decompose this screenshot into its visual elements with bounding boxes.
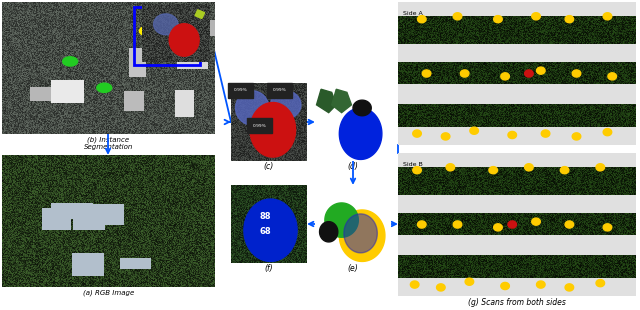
Polygon shape	[603, 129, 612, 136]
Circle shape	[63, 57, 77, 66]
Polygon shape	[417, 16, 426, 23]
Polygon shape	[244, 199, 297, 261]
Polygon shape	[565, 284, 573, 291]
Polygon shape	[525, 164, 533, 171]
Polygon shape	[413, 130, 421, 137]
Polygon shape	[465, 278, 474, 285]
Polygon shape	[236, 91, 269, 125]
Polygon shape	[508, 131, 516, 139]
Polygon shape	[453, 221, 462, 228]
Polygon shape	[470, 127, 479, 134]
Polygon shape	[501, 282, 509, 290]
Polygon shape	[169, 24, 199, 56]
Text: (c): (c)	[264, 162, 274, 171]
Polygon shape	[339, 108, 382, 159]
Polygon shape	[271, 91, 301, 119]
Polygon shape	[339, 210, 385, 261]
Polygon shape	[353, 100, 371, 116]
Polygon shape	[413, 166, 421, 174]
Polygon shape	[319, 222, 338, 242]
Polygon shape	[603, 224, 612, 231]
Polygon shape	[489, 166, 497, 174]
Polygon shape	[532, 13, 540, 20]
Polygon shape	[572, 133, 580, 140]
Polygon shape	[325, 203, 358, 237]
Polygon shape	[596, 164, 605, 171]
Polygon shape	[561, 166, 569, 174]
Polygon shape	[525, 70, 533, 77]
Circle shape	[97, 83, 112, 92]
Polygon shape	[344, 214, 378, 253]
Text: 0.99%: 0.99%	[252, 124, 266, 127]
Circle shape	[140, 26, 154, 36]
Polygon shape	[446, 164, 454, 171]
Text: (b) Instance
Segmentation: (b) Instance Segmentation	[84, 136, 133, 150]
Polygon shape	[572, 70, 580, 77]
Polygon shape	[565, 221, 573, 228]
Polygon shape	[536, 281, 545, 288]
Text: Side B: Side B	[403, 162, 422, 166]
Bar	[134, 7, 200, 65]
Polygon shape	[565, 16, 573, 23]
Polygon shape	[250, 103, 296, 157]
Polygon shape	[442, 133, 450, 140]
Polygon shape	[508, 221, 516, 228]
Polygon shape	[410, 281, 419, 288]
Polygon shape	[460, 70, 469, 77]
Text: 0.99%: 0.99%	[234, 88, 247, 92]
Polygon shape	[453, 13, 462, 20]
Text: (a) RGB Image: (a) RGB Image	[83, 289, 134, 295]
Polygon shape	[195, 10, 205, 19]
Polygon shape	[493, 224, 502, 231]
Polygon shape	[154, 14, 178, 35]
Polygon shape	[532, 218, 540, 225]
Text: 0.99%: 0.99%	[273, 88, 287, 92]
Text: (g) Scans from both sides: (g) Scans from both sides	[468, 298, 566, 307]
Text: Side A: Side A	[403, 11, 422, 16]
Polygon shape	[501, 73, 509, 80]
Polygon shape	[436, 284, 445, 291]
Polygon shape	[493, 16, 502, 23]
Polygon shape	[536, 67, 545, 74]
Text: (e): (e)	[348, 264, 358, 273]
Text: (f): (f)	[265, 264, 273, 273]
Polygon shape	[417, 221, 426, 228]
Polygon shape	[422, 70, 431, 77]
Polygon shape	[603, 13, 612, 20]
Polygon shape	[317, 89, 336, 113]
Polygon shape	[541, 130, 550, 137]
Polygon shape	[608, 73, 616, 80]
Text: 68: 68	[260, 227, 271, 236]
Text: 88: 88	[260, 212, 271, 221]
Polygon shape	[596, 280, 605, 287]
Text: (d): (d)	[348, 162, 358, 171]
Polygon shape	[332, 89, 351, 113]
